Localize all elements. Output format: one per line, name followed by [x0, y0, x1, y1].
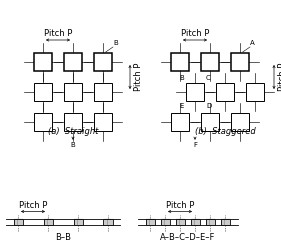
Text: B: B — [179, 75, 184, 81]
Text: Pitch P: Pitch P — [134, 63, 143, 91]
Text: D: D — [206, 103, 211, 109]
Bar — [171, 113, 189, 131]
Text: A–B–C–D–E–F: A–B–C–D–E–F — [160, 233, 215, 242]
Text: (a)  Straight: (a) Straight — [48, 127, 98, 136]
Bar — [231, 53, 249, 71]
Bar — [34, 53, 52, 71]
Text: A: A — [250, 40, 255, 46]
Text: C: C — [206, 75, 211, 81]
Bar — [94, 113, 112, 131]
Text: Pitch P: Pitch P — [44, 29, 72, 38]
Text: E: E — [180, 103, 184, 109]
Bar — [103, 219, 112, 225]
Bar — [246, 83, 264, 101]
Text: B: B — [71, 142, 75, 148]
Bar — [146, 219, 155, 225]
Text: Pitch P: Pitch P — [181, 29, 209, 38]
Bar — [216, 83, 234, 101]
Bar — [64, 53, 82, 71]
Bar — [231, 113, 249, 131]
Bar — [94, 53, 112, 71]
Bar — [201, 113, 219, 131]
Bar — [191, 219, 200, 225]
Bar — [64, 113, 82, 131]
Bar — [221, 219, 230, 225]
Bar — [34, 83, 52, 101]
Bar — [44, 219, 53, 225]
Bar — [74, 219, 83, 225]
Text: Pitch P: Pitch P — [278, 63, 281, 91]
Bar — [171, 53, 189, 71]
Text: (b)  Staggered: (b) Staggered — [195, 127, 255, 136]
Text: B–B: B–B — [55, 233, 71, 242]
Text: F: F — [193, 142, 197, 148]
Bar — [186, 83, 204, 101]
Bar — [205, 219, 214, 225]
Bar — [94, 83, 112, 101]
Bar — [34, 113, 52, 131]
Bar — [160, 219, 169, 225]
Bar — [176, 219, 185, 225]
Text: Pitch P: Pitch P — [166, 201, 194, 210]
Bar — [201, 53, 219, 71]
Text: B: B — [113, 40, 118, 46]
Bar — [64, 83, 82, 101]
Text: Pitch P: Pitch P — [19, 201, 47, 210]
Bar — [13, 219, 22, 225]
